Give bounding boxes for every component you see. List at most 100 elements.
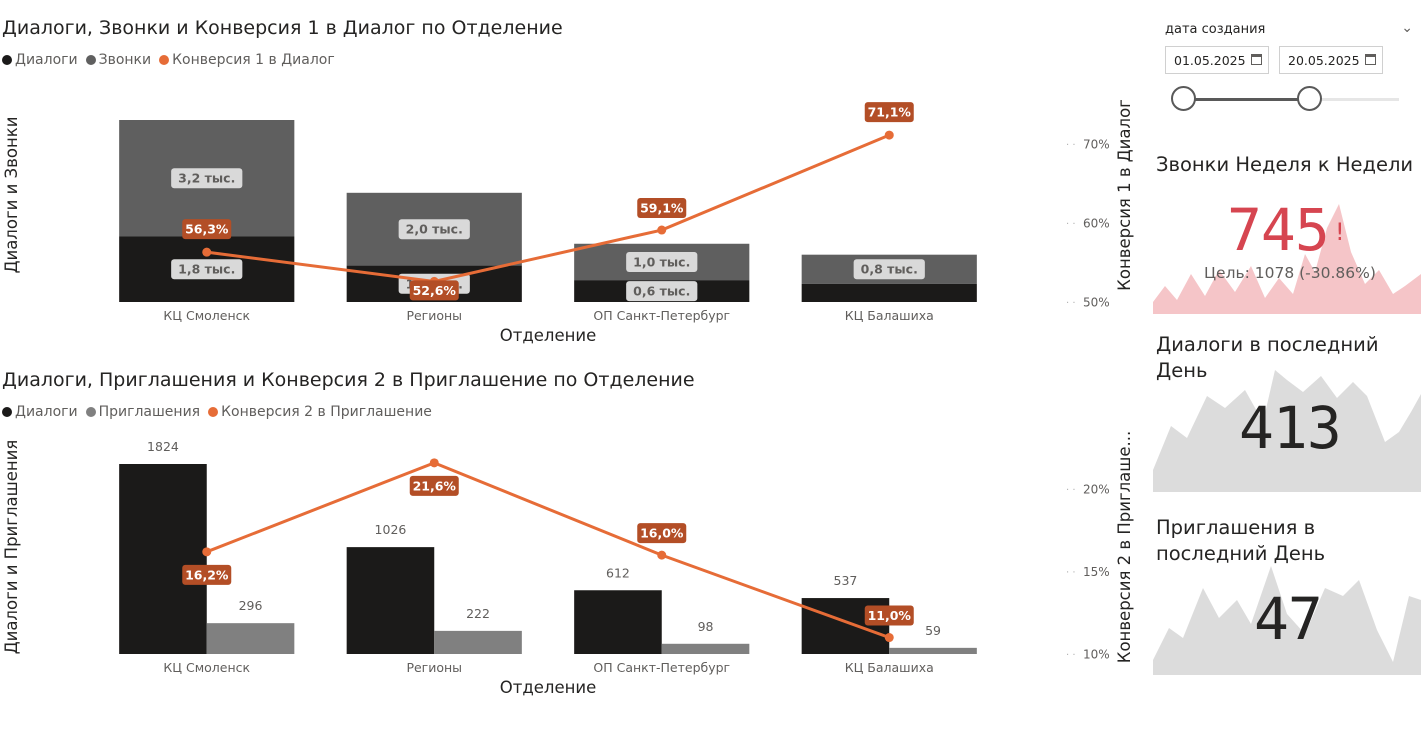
legend-label: Звонки (98, 52, 152, 68)
kpi-card-title: Диалоги в последний День (1156, 333, 1379, 382)
conversion-label: 16,0% (640, 526, 684, 541)
conversion-label-bg (409, 475, 459, 496)
kpi-value: 47 (1254, 585, 1323, 653)
slicer-title: дата создания (1165, 22, 1266, 37)
data-label-dialogs: 0,6 тыс. (633, 284, 690, 299)
legend-label: Конверсия 2 в Приглашение (221, 404, 432, 420)
data-label-dialogs: 1026 (375, 522, 407, 537)
tick-dots: · · (1066, 568, 1076, 579)
y2-axis-title: Конверсия 1 в Диалог (1115, 99, 1134, 291)
date-from-value: 01.05.2025 (1174, 53, 1246, 68)
legend-item-calls[interactable]: Звонки (85, 52, 152, 68)
legend-label: Приглашения (98, 404, 201, 420)
conversion-label-bg (637, 198, 687, 219)
legend-label: Диалоги (15, 52, 78, 68)
conversion-point (884, 130, 894, 140)
bar-invites (661, 643, 750, 654)
kpi-card-dialogs-day: Диалоги в последний День 413 (1153, 332, 1421, 492)
conversion-label: 11,0% (868, 608, 912, 623)
date-to-input[interactable]: 20.05.2025 (1279, 46, 1383, 74)
conversion-label: 52,6% (413, 283, 457, 298)
date-to-value: 20.05.2025 (1288, 53, 1360, 68)
chart-1-plot[interactable]: 70% · · 60% · · 50% · · КЦ Смоленск 3,2 тыс. 1,8… (0, 0, 1150, 350)
data-label-dialogs: 1,8 тыс. (178, 262, 235, 277)
kpi-value: 745 (1227, 196, 1330, 264)
chart-2-legend[interactable]: Диалоги Приглашения Конверсия 2 в Пригла… (2, 404, 432, 420)
legend-item-conversion-1[interactable]: Конверсия 1 в Диалог (159, 52, 335, 68)
y-axis-title: Диалоги и Приглашения (2, 440, 21, 655)
bar-dialogs (574, 590, 662, 654)
chevron-down-icon[interactable]: ⌄ (1401, 20, 1413, 36)
tick-dots: · · (1066, 650, 1076, 661)
conversion-point (202, 547, 212, 557)
data-label-dialogs-bg (171, 259, 243, 280)
chart-1-legend[interactable]: Диалоги Звонки Конверсия 1 в Диалог (2, 52, 335, 68)
y2-tick-label: 20% (1083, 483, 1110, 497)
legend-item-conversion-2[interactable]: Конверсия 2 в Приглашение (208, 404, 432, 420)
data-label-calls: 1,0 тыс. (633, 254, 690, 269)
legend-item-dialogs[interactable]: Диалоги (2, 52, 78, 68)
kpi-card-invites-day: Приглашения в последний День 47 (1153, 515, 1421, 675)
date-slider-fill (1183, 98, 1310, 101)
bar-dialogs (119, 464, 207, 654)
kpi-value: 413 (1239, 394, 1342, 462)
kpi-card-calls-week: Звонки Неделя к Недели 745 ! Цель: 1078 … (1153, 152, 1421, 314)
sparkline (1153, 566, 1421, 675)
x-tick-label: КЦ Смоленск (163, 660, 250, 675)
conversion-point (657, 225, 667, 235)
conversion-point (202, 247, 212, 257)
date-slider-handle-from[interactable] (1171, 86, 1196, 111)
data-label-invites: 59 (925, 623, 941, 638)
data-label-dialogs: 537 (834, 573, 858, 588)
legend-item-dialogs[interactable]: Диалоги (2, 404, 78, 420)
y-axis-title: Диалоги и Звонки (2, 117, 21, 274)
conversion-line (206, 133, 890, 283)
conversion-label: 71,1% (868, 105, 912, 120)
calendar-icon[interactable] (1365, 54, 1376, 65)
data-label-calls: 0,8 тыс. (861, 262, 918, 277)
data-label-dialogs: 612 (606, 565, 630, 580)
date-slicer[interactable]: дата создания ⌄ 01.05.2025 20.05.2025 (1163, 18, 1415, 118)
conversion-label-bg (637, 523, 687, 544)
x-tick-label: КЦ Смоленск (163, 308, 250, 323)
data-label-calls-bg (398, 219, 470, 240)
date-from-input[interactable]: 01.05.2025 (1165, 46, 1269, 74)
chart-invites-dialogs: Диалоги, Приглашения и Конверсия 2 в При… (0, 352, 1150, 732)
data-label-invites: 222 (466, 606, 490, 621)
conversion-label: 56,3% (185, 222, 229, 237)
bar-invites (206, 623, 295, 654)
kpi-goal: Цель: 1078 (-30.86%) (1204, 264, 1376, 282)
legend-label: Диалоги (15, 404, 78, 420)
data-label-calls-bg (171, 168, 243, 189)
data-label-calls: 2,0 тыс. (406, 222, 463, 237)
legend-item-invites[interactable]: Приглашения (85, 404, 201, 420)
conversion-point (429, 458, 439, 468)
legend-label: Конверсия 1 в Диалог (172, 52, 335, 68)
conversion-label: 21,6% (413, 478, 457, 493)
sparkline (1153, 204, 1421, 314)
x-tick-label: Регионы (406, 308, 462, 323)
y2-tick-label: 50% (1083, 296, 1110, 310)
data-label-invites: 296 (239, 598, 263, 613)
date-slider-handle-to[interactable] (1297, 86, 1323, 111)
bar-invites (889, 647, 977, 654)
y2-tick-label: 10% (1083, 648, 1110, 662)
x-axis-title: Отделение (500, 326, 597, 345)
tick-dots: · · (1066, 485, 1076, 496)
chart-1-title: Диалоги, Звонки и Конверсия 1 в Диалог п… (2, 17, 563, 39)
calendar-icon[interactable] (1251, 54, 1262, 65)
data-label-invites: 98 (698, 619, 714, 634)
chart-2-plot[interactable]: 20% · · 15% · · 10% · · КЦ Смоленск 1824 296 Реги… (0, 352, 1150, 732)
warning-icon: ! (1335, 218, 1345, 246)
conversion-label-bg (864, 605, 914, 626)
data-label-dialogs: 1824 (147, 439, 179, 454)
tick-dots: · · (1066, 219, 1076, 230)
y2-tick-label: 70% (1083, 137, 1110, 151)
data-label-calls-bg (626, 251, 698, 272)
x-axis-title: Отделение (500, 678, 597, 697)
sparkline (1153, 370, 1421, 492)
conversion-label-bg (864, 102, 914, 123)
kpi-card-title: Приглашения в последний День (1156, 516, 1326, 565)
data-label-calls: 3,2 тыс. (178, 171, 235, 186)
bar-dialogs (801, 283, 977, 302)
